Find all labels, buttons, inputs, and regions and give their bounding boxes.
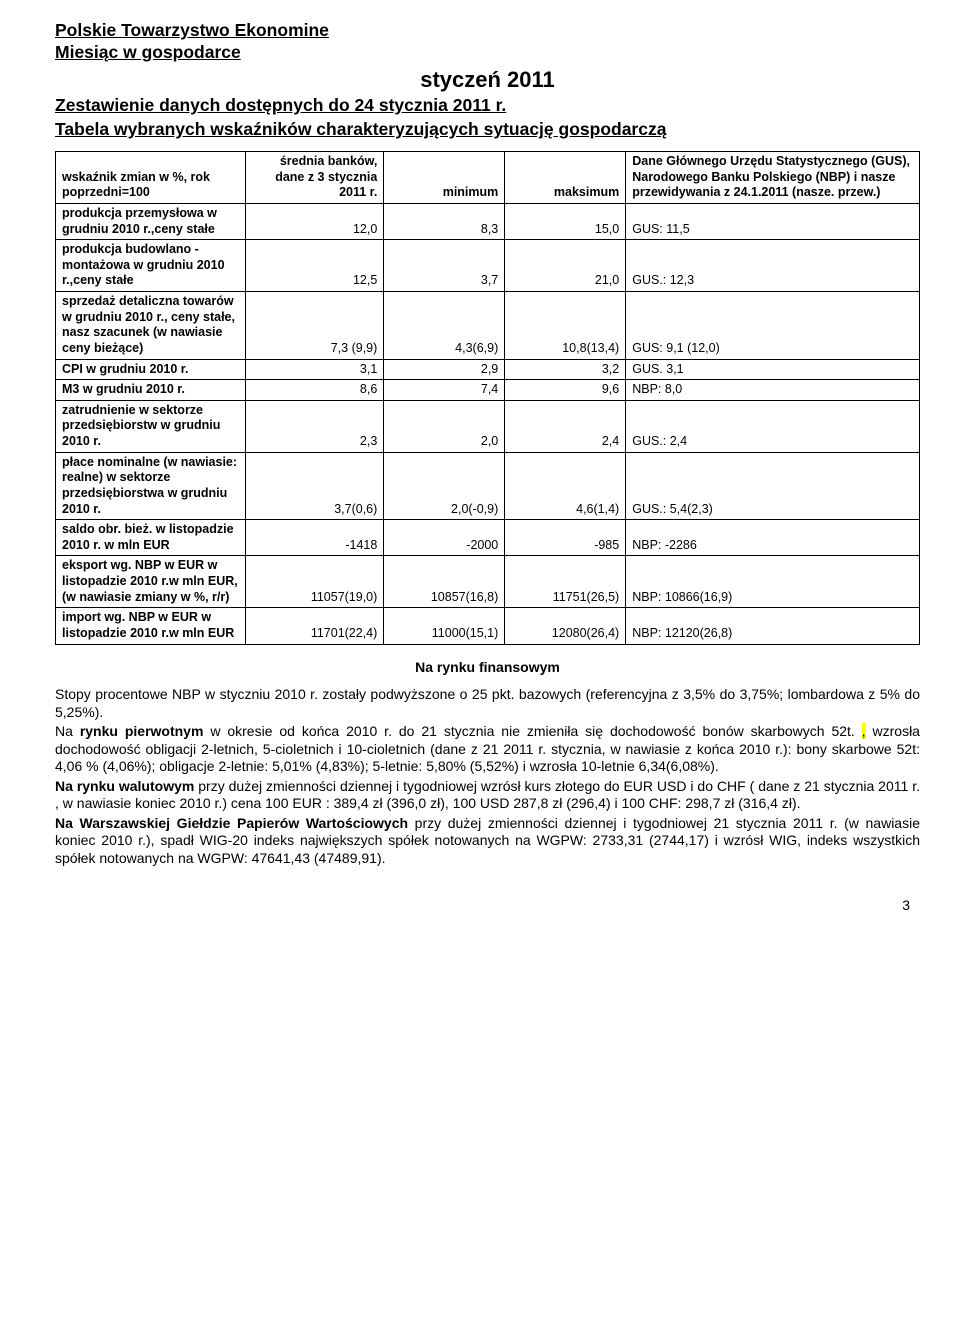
- table-row: eksport wg. NBP w EUR w listopadzie 2010…: [56, 556, 920, 608]
- cell-max: 2,4: [505, 400, 626, 452]
- doc-series: Miesiąc w gospodarce: [55, 42, 920, 64]
- org-name: Polskie Towarzystwo Ekonomine: [55, 20, 920, 42]
- cell-min: 8,3: [384, 203, 505, 239]
- page: Polskie Towarzystwo Ekonomine Miesiąc w …: [0, 0, 960, 955]
- cell-indicator: produkcja budowlano - montażowa w grudni…: [56, 240, 246, 292]
- cell-avg: 3,1: [246, 359, 384, 380]
- cell-max: 11751(26,5): [505, 556, 626, 608]
- table-row: płace nominalne (w nawiasie: realne) w s…: [56, 452, 920, 520]
- cell-max: 21,0: [505, 240, 626, 292]
- cell-indicator: zatrudnienie w sektorze przedsiębiorstw …: [56, 400, 246, 452]
- cell-source: NBP: 10866(16,9): [626, 556, 920, 608]
- paragraph-fx-market: Na rynku walutowym przy dużej zmienności…: [55, 778, 920, 813]
- cell-min: 4,3(6,9): [384, 292, 505, 360]
- cell-source: NBP: 8,0: [626, 380, 920, 401]
- cell-source: GUS.: 5,4(2,3): [626, 452, 920, 520]
- cell-source: GUS.: 12,3: [626, 240, 920, 292]
- cell-avg: -1418: [246, 520, 384, 556]
- cell-source: GUS.: 2,4: [626, 400, 920, 452]
- cell-max: 4,6(1,4): [505, 452, 626, 520]
- cell-min: 3,7: [384, 240, 505, 292]
- cell-avg: 11057(19,0): [246, 556, 384, 608]
- doc-subtitle-1: Zestawienie danych dostępnych do 24 styc…: [55, 95, 920, 117]
- cell-indicator: sprzedaż detaliczna towarów w grudniu 20…: [56, 292, 246, 360]
- cell-source: GUS: 11,5: [626, 203, 920, 239]
- cell-max: 12080(26,4): [505, 608, 626, 644]
- cell-min: 7,4: [384, 380, 505, 401]
- section-title: Na rynku finansowym: [55, 659, 920, 677]
- text: w okresie od końca 2010 r. do 21 styczni…: [203, 723, 861, 739]
- text-bold: Na rynku walutowym: [55, 778, 194, 794]
- table-row: zatrudnienie w sektorze przedsiębiorstw …: [56, 400, 920, 452]
- cell-indicator: eksport wg. NBP w EUR w listopadzie 2010…: [56, 556, 246, 608]
- table-row: saldo obr. bież. w listopadzie 2010 r. w…: [56, 520, 920, 556]
- table-row: sprzedaż detaliczna towarów w grudniu 20…: [56, 292, 920, 360]
- cell-avg: 11701(22,4): [246, 608, 384, 644]
- cell-indicator: CPI w grudniu 2010 r.: [56, 359, 246, 380]
- table-col-indicator: wskaźnik zmian w %, rok poprzedni=100: [56, 152, 246, 204]
- doc-subtitle-2: Tabela wybranych wskaźników charakteryzu…: [55, 119, 920, 141]
- cell-max: 9,6: [505, 380, 626, 401]
- table-col-source: Dane Głównego Urzędu Statystycznego (GUS…: [626, 152, 920, 204]
- doc-title: styczeń 2011: [55, 66, 920, 94]
- table-row: produkcja przemysłowa w grudniu 2010 r.,…: [56, 203, 920, 239]
- cell-source: NBP: -2286: [626, 520, 920, 556]
- body-text: Stopy procentowe NBP w styczniu 2010 r. …: [55, 686, 920, 867]
- text: Na: [55, 723, 80, 739]
- table-col-avg: średnia banków, dane z 3 stycznia 2011 r…: [246, 152, 384, 204]
- text-bold: rynku pierwotnym: [80, 723, 204, 739]
- cell-max: -985: [505, 520, 626, 556]
- table-col-min: minimum: [384, 152, 505, 204]
- cell-source: NBP: 12120(26,8): [626, 608, 920, 644]
- cell-avg: 7,3 (9,9): [246, 292, 384, 360]
- cell-max: 15,0: [505, 203, 626, 239]
- cell-indicator: saldo obr. bież. w listopadzie 2010 r. w…: [56, 520, 246, 556]
- cell-indicator: produkcja przemysłowa w grudniu 2010 r.,…: [56, 203, 246, 239]
- text-bold: Na Warszawskiej Giełdzie Papierów Wartoś…: [55, 815, 408, 831]
- table-col-max: maksimum: [505, 152, 626, 204]
- cell-max: 3,2: [505, 359, 626, 380]
- cell-avg: 8,6: [246, 380, 384, 401]
- cell-min: 2,9: [384, 359, 505, 380]
- cell-min: 11000(15,1): [384, 608, 505, 644]
- paragraph-primary-market: Na rynku pierwotnym w okresie od końca 2…: [55, 723, 920, 776]
- cell-avg: 2,3: [246, 400, 384, 452]
- cell-avg: 12,0: [246, 203, 384, 239]
- table-body: produkcja przemysłowa w grudniu 2010 r.,…: [56, 203, 920, 644]
- cell-avg: 3,7(0,6): [246, 452, 384, 520]
- table-header-row: wskaźnik zmian w %, rok poprzedni=100 śr…: [56, 152, 920, 204]
- table-row: M3 w grudniu 2010 r. 8,6 7,4 9,6 NBP: 8,…: [56, 380, 920, 401]
- paragraph-rates: Stopy procentowe NBP w styczniu 2010 r. …: [55, 686, 920, 721]
- paragraph-wse: Na Warszawskiej Giełdzie Papierów Wartoś…: [55, 815, 920, 868]
- table-row: import wg. NBP w EUR w listopadzie 2010 …: [56, 608, 920, 644]
- cell-min: 2,0(-0,9): [384, 452, 505, 520]
- cell-source: GUS: 9,1 (12,0): [626, 292, 920, 360]
- indicators-table: wskaźnik zmian w %, rok poprzedni=100 śr…: [55, 151, 920, 645]
- table-row: produkcja budowlano - montażowa w grudni…: [56, 240, 920, 292]
- cell-min: 2,0: [384, 400, 505, 452]
- cell-min: 10857(16,8): [384, 556, 505, 608]
- cell-indicator: M3 w grudniu 2010 r.: [56, 380, 246, 401]
- cell-avg: 12,5: [246, 240, 384, 292]
- cell-max: 10,8(13,4): [505, 292, 626, 360]
- cell-source: GUS. 3,1: [626, 359, 920, 380]
- page-number: 3: [55, 897, 920, 915]
- cell-indicator: płace nominalne (w nawiasie: realne) w s…: [56, 452, 246, 520]
- cell-min: -2000: [384, 520, 505, 556]
- cell-indicator: import wg. NBP w EUR w listopadzie 2010 …: [56, 608, 246, 644]
- table-row: CPI w grudniu 2010 r. 3,1 2,9 3,2 GUS. 3…: [56, 359, 920, 380]
